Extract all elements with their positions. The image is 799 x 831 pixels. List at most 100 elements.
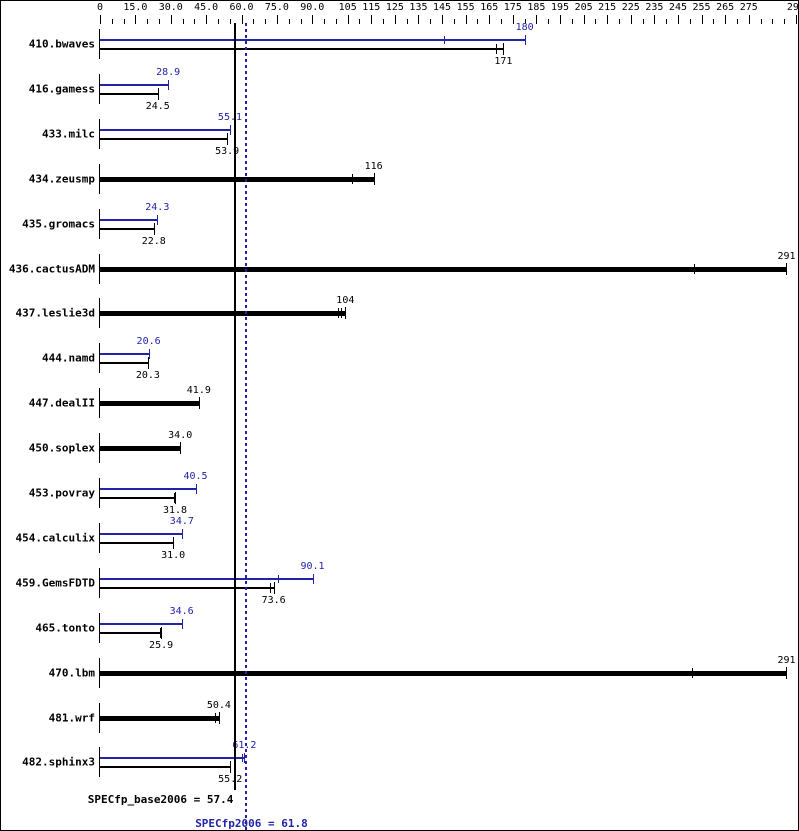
peak-bar-endcap (195, 484, 197, 494)
peak-bar (100, 83, 169, 86)
axis-tick-major (442, 15, 444, 24)
axis-tick-minor (194, 19, 196, 24)
row-label: 435.gromacs (22, 217, 95, 231)
base-value-label: 20.3 (135, 370, 160, 382)
base-bar (100, 176, 374, 182)
base-bar-endcap (786, 262, 788, 275)
axis-tick-minor (123, 19, 125, 24)
base-bar-endcap (786, 666, 788, 679)
base-bar (100, 401, 199, 407)
peak-value-label: 20.6 (136, 336, 161, 348)
axis-tick-minor (477, 19, 479, 24)
axis-tick-minor (300, 19, 302, 24)
row-label: 481.wrf (48, 711, 95, 724)
axis-tick-label: 0 (96, 2, 104, 13)
axis-tick-label: 265 (716, 2, 735, 13)
axis-tick-major (100, 15, 101, 24)
axis-tick-minor (383, 19, 385, 24)
axis-tick-minor (760, 19, 762, 24)
row-origin-axis (99, 29, 100, 59)
base-bar-endcap (218, 711, 220, 724)
axis-tick-major (418, 15, 420, 24)
row-label: 482.sphinx3 (22, 755, 95, 769)
base-bar (100, 48, 504, 50)
base-bar (100, 670, 787, 676)
row-origin-axis (99, 253, 100, 284)
axis-tick-minor (571, 19, 573, 24)
axis-tick-minor (736, 19, 738, 24)
base-bar-endcap (373, 172, 375, 185)
base-value-label: 53.9 (215, 145, 240, 157)
peak-bar-endcap (168, 79, 170, 90)
axis-tick-minor (501, 19, 503, 24)
row-origin-axis (99, 163, 100, 194)
axis-tick-major (536, 15, 538, 24)
peak-bar (100, 128, 230, 131)
axis-tick-minor (182, 19, 184, 24)
base-run-tick (269, 582, 271, 593)
base-bar (100, 266, 787, 272)
axis-tick-label: 155 (456, 2, 475, 13)
axis-tick-label: 205 (574, 2, 593, 13)
axis-tick-major (725, 15, 727, 24)
base-bar-endcap (161, 626, 163, 639)
base-bar (100, 362, 148, 365)
base-run-tick (338, 308, 340, 319)
axis-tick-label: 90.0 (300, 2, 325, 13)
base-bar (100, 92, 158, 95)
base-run-tick (159, 627, 161, 638)
axis-tick-minor (147, 19, 149, 24)
base-bar-endcap (198, 397, 200, 410)
axis-tick-label: 165 (480, 2, 499, 13)
peak-value-label: 34.7 (169, 515, 194, 527)
axis-tick-minor (713, 19, 715, 24)
axis-tick-major (312, 15, 314, 24)
base-bar-endcap (345, 307, 347, 320)
row-origin-axis (99, 343, 100, 374)
row-label: 459.GemsFDTD (15, 576, 95, 590)
base-bar (100, 497, 176, 499)
axis-tick-major (748, 15, 750, 24)
axis-tick-label: 235 (645, 2, 664, 13)
base-run-tick (694, 263, 696, 274)
peak-value-label: 34.6 (169, 605, 194, 617)
base-value-label: 116 (364, 160, 383, 172)
base-run-tick (215, 712, 217, 723)
peak-run-tick (242, 754, 243, 763)
axis-tick-major (206, 15, 208, 24)
axis-tick-major (701, 15, 703, 24)
base-bar (100, 311, 346, 317)
base-bar-endcap (173, 536, 175, 549)
axis-tick-minor (324, 19, 326, 24)
base-run-tick (173, 493, 175, 503)
peak-run-tick (444, 36, 446, 44)
axis-tick-label: 195 (550, 2, 570, 13)
peak-bar-endcap (524, 35, 526, 45)
axis-tick-major (560, 15, 561, 24)
row-origin-axis (99, 612, 100, 643)
base-run-tick (692, 667, 694, 678)
base-bar (100, 715, 219, 721)
axis-tick-minor (772, 19, 774, 24)
axis-tick-minor (359, 19, 361, 24)
axis-tick-major (371, 15, 373, 24)
axis-tick-label: 215 (598, 2, 617, 13)
peak-value-label: 90.1 (300, 560, 325, 572)
base-value-label: 31.0 (161, 549, 186, 561)
peak-bar (100, 39, 525, 41)
base-bar (100, 137, 228, 140)
axis-tick-major (654, 15, 656, 24)
base-value-label: 31.8 (162, 505, 188, 516)
peak-value-label: 61.2 (232, 740, 256, 751)
axis-tick-major (347, 15, 349, 24)
peak-bar (100, 532, 182, 535)
axis-tick-label: 75.0 (264, 2, 289, 13)
row-origin-axis (99, 702, 100, 733)
peak-value-label: 24.3 (145, 201, 170, 213)
row-origin-axis (99, 478, 100, 508)
row-origin-axis (99, 298, 100, 329)
axis-tick-label: 185 (527, 2, 546, 13)
axis-tick-label: 255 (692, 2, 711, 13)
row-label: 454.calculix (15, 531, 95, 545)
axis-tick-minor (642, 19, 644, 24)
